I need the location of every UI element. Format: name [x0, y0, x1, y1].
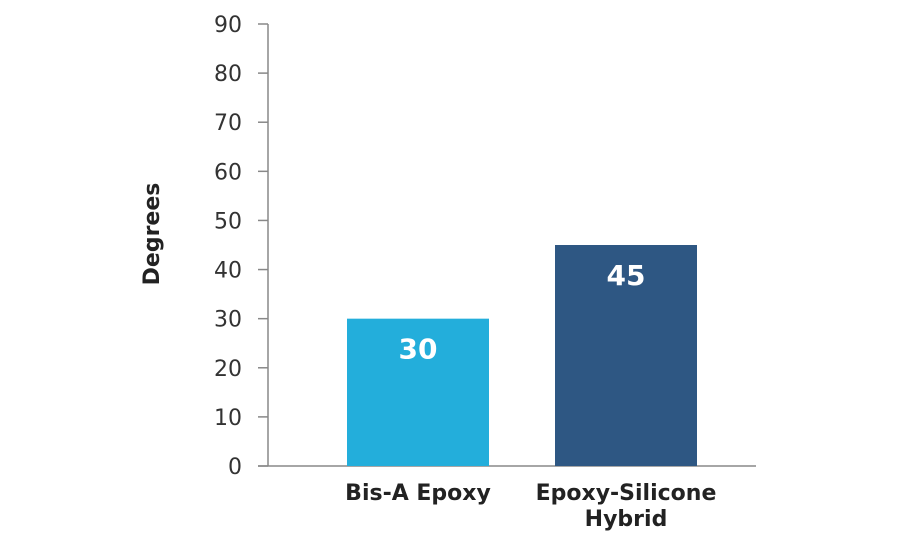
- y-tick-label: 90: [214, 13, 242, 38]
- y-tick-label: 20: [214, 357, 242, 382]
- y-axis: 0 10 20 30 40 50 60 70 80 90 Degrees: [140, 13, 269, 480]
- y-tick-label: 80: [214, 62, 242, 87]
- category-label-line: Epoxy-Silicone: [536, 481, 717, 506]
- data-label: 45: [607, 259, 646, 292]
- bars: [347, 245, 697, 466]
- bar: [347, 318, 489, 466]
- y-tick-label: 60: [214, 160, 242, 185]
- y-tick-label: 30: [214, 308, 242, 333]
- labels: 30 Bis-A Epoxy 45 Epoxy-Silicone Hybrid: [345, 259, 716, 532]
- category-label: Epoxy-Silicone Hybrid: [536, 481, 717, 532]
- data-label: 30: [399, 333, 438, 366]
- y-tick-label: 10: [214, 406, 242, 431]
- y-tick-label: 70: [214, 111, 242, 136]
- y-tick-label: 50: [214, 209, 242, 234]
- category-label: Bis-A Epoxy: [345, 481, 491, 506]
- y-tick-label: 40: [214, 259, 242, 284]
- category-label-line: Bis-A Epoxy: [345, 481, 491, 506]
- category-label-line: Hybrid: [585, 507, 668, 532]
- y-axis-title: Degrees: [140, 183, 165, 286]
- bar: [555, 245, 697, 466]
- y-tick-label: 0: [228, 455, 242, 480]
